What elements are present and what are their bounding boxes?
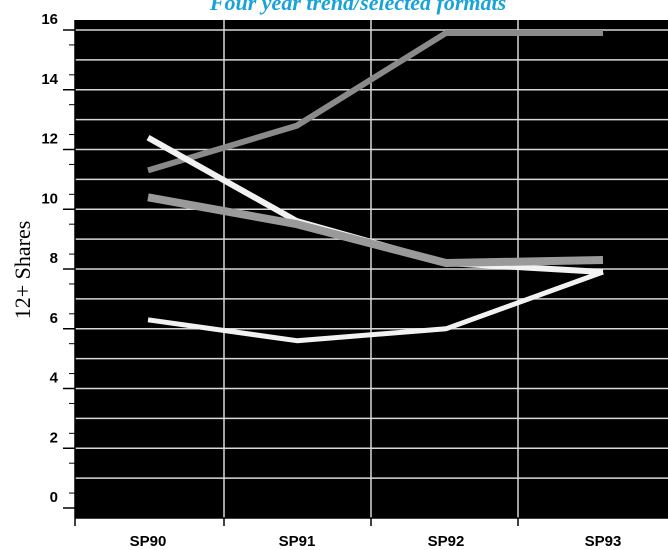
grid-lines — [75, 20, 668, 518]
chart-title: Four year trend/selected formats — [209, 0, 506, 15]
y-tick-label: 10 — [41, 190, 58, 207]
series-line — [147, 269, 604, 344]
y-axis-label: 12+ Shares — [10, 221, 35, 320]
x-tick-label: SP93 — [585, 533, 622, 550]
series-line — [147, 193, 604, 267]
y-tick-label: 14 — [41, 71, 58, 88]
y-tick-label: 4 — [50, 370, 59, 387]
y-tick-label: 8 — [50, 250, 58, 267]
y-tick-label: 12 — [41, 131, 58, 148]
series-lines — [146, 30, 604, 344]
y-tick-label: 2 — [50, 429, 58, 446]
x-tick-label: SP90 — [130, 533, 167, 550]
x-tick-label: SP92 — [428, 533, 465, 550]
axes: 0 2 4 6 8 10 12 14 16 SP90 SP91 SP92 SP93 — [41, 11, 668, 550]
x-tick-label: SP91 — [279, 533, 316, 550]
y-tick-label: 6 — [50, 310, 58, 327]
y-tick-label: 16 — [41, 11, 58, 28]
y-tick-label: 0 — [50, 489, 58, 506]
series-line — [147, 30, 603, 174]
